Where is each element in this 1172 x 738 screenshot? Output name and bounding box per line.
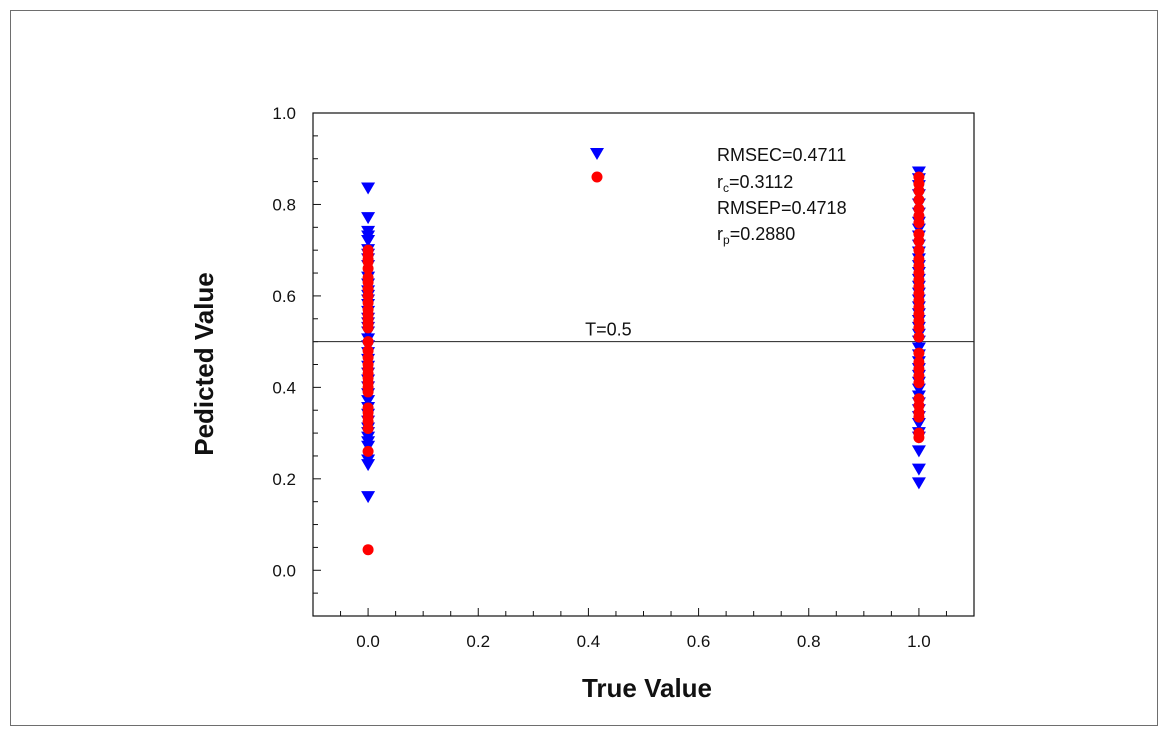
stat-rmsec: RMSEC=0.4711 bbox=[717, 145, 846, 165]
legend-marker-triangle bbox=[590, 148, 604, 160]
legend-marker-circle bbox=[591, 171, 603, 183]
x-tick-label: 0.0 bbox=[356, 632, 380, 651]
data-point-circle bbox=[913, 432, 925, 444]
data-point-circle bbox=[913, 194, 925, 206]
data-point-circle bbox=[913, 244, 925, 256]
data-point-triangle bbox=[361, 491, 376, 504]
y-tick-labels: 0.0 0.2 0.4 0.6 0.8 1.0 bbox=[272, 104, 296, 580]
stat-rp: rp=0.2880 bbox=[717, 224, 795, 247]
plot-area bbox=[312, 112, 975, 617]
data-point-triangle bbox=[911, 463, 926, 476]
stat-rc: rc=0.3112 bbox=[717, 172, 793, 195]
series-prediction bbox=[362, 171, 925, 556]
y-axis-title: Pedicted Value bbox=[189, 272, 219, 456]
data-point-circle bbox=[362, 322, 374, 334]
axis-ticks bbox=[312, 112, 947, 617]
x-tick-label: 0.6 bbox=[687, 632, 711, 651]
x-tick-label: 0.4 bbox=[577, 632, 601, 651]
data-point-circle bbox=[913, 331, 925, 343]
x-axis-title: True Value bbox=[582, 673, 712, 703]
data-point-circle bbox=[362, 445, 374, 457]
data-point-circle bbox=[913, 322, 925, 334]
stat-rmsep: RMSEP=0.4718 bbox=[717, 198, 847, 218]
data-point-circle bbox=[913, 217, 925, 229]
data-point-circle bbox=[362, 262, 374, 274]
data-point-circle bbox=[913, 411, 925, 423]
legend: RMSEC=0.4711 rc=0.3112 RMSEP=0.4718 rp=0… bbox=[590, 145, 847, 247]
data-point-circle bbox=[362, 544, 374, 556]
threshold-label: T=0.5 bbox=[585, 320, 632, 340]
data-point-circle bbox=[913, 347, 925, 359]
y-tick-label: 0.2 bbox=[272, 470, 296, 489]
figure-frame bbox=[10, 10, 1158, 726]
y-tick-label: 1.0 bbox=[272, 104, 296, 123]
data-point-circle bbox=[913, 235, 925, 247]
x-tick-label: 0.2 bbox=[466, 632, 490, 651]
data-point-triangle bbox=[361, 395, 376, 408]
x-tick-label: 1.0 bbox=[907, 632, 931, 651]
data-point-circle bbox=[362, 423, 374, 435]
data-point-circle bbox=[913, 377, 925, 389]
data-point-circle bbox=[362, 336, 374, 348]
data-point-circle bbox=[913, 185, 925, 197]
y-tick-label: 0.8 bbox=[272, 195, 296, 214]
data-point-triangle bbox=[911, 445, 926, 458]
data-point-triangle bbox=[361, 459, 376, 472]
x-tick-labels: 0.0 0.2 0.4 0.6 0.8 1.0 bbox=[356, 632, 930, 651]
x-tick-label: 0.8 bbox=[797, 632, 821, 651]
data-point-triangle bbox=[361, 212, 376, 225]
data-point-triangle bbox=[361, 235, 376, 248]
y-tick-label: 0.6 bbox=[272, 287, 296, 306]
data-point-circle bbox=[362, 386, 374, 398]
y-tick-label: 0.0 bbox=[272, 561, 296, 580]
y-tick-label: 0.4 bbox=[272, 378, 296, 397]
data-point-triangle bbox=[361, 182, 376, 195]
data-point-triangle bbox=[911, 477, 926, 490]
